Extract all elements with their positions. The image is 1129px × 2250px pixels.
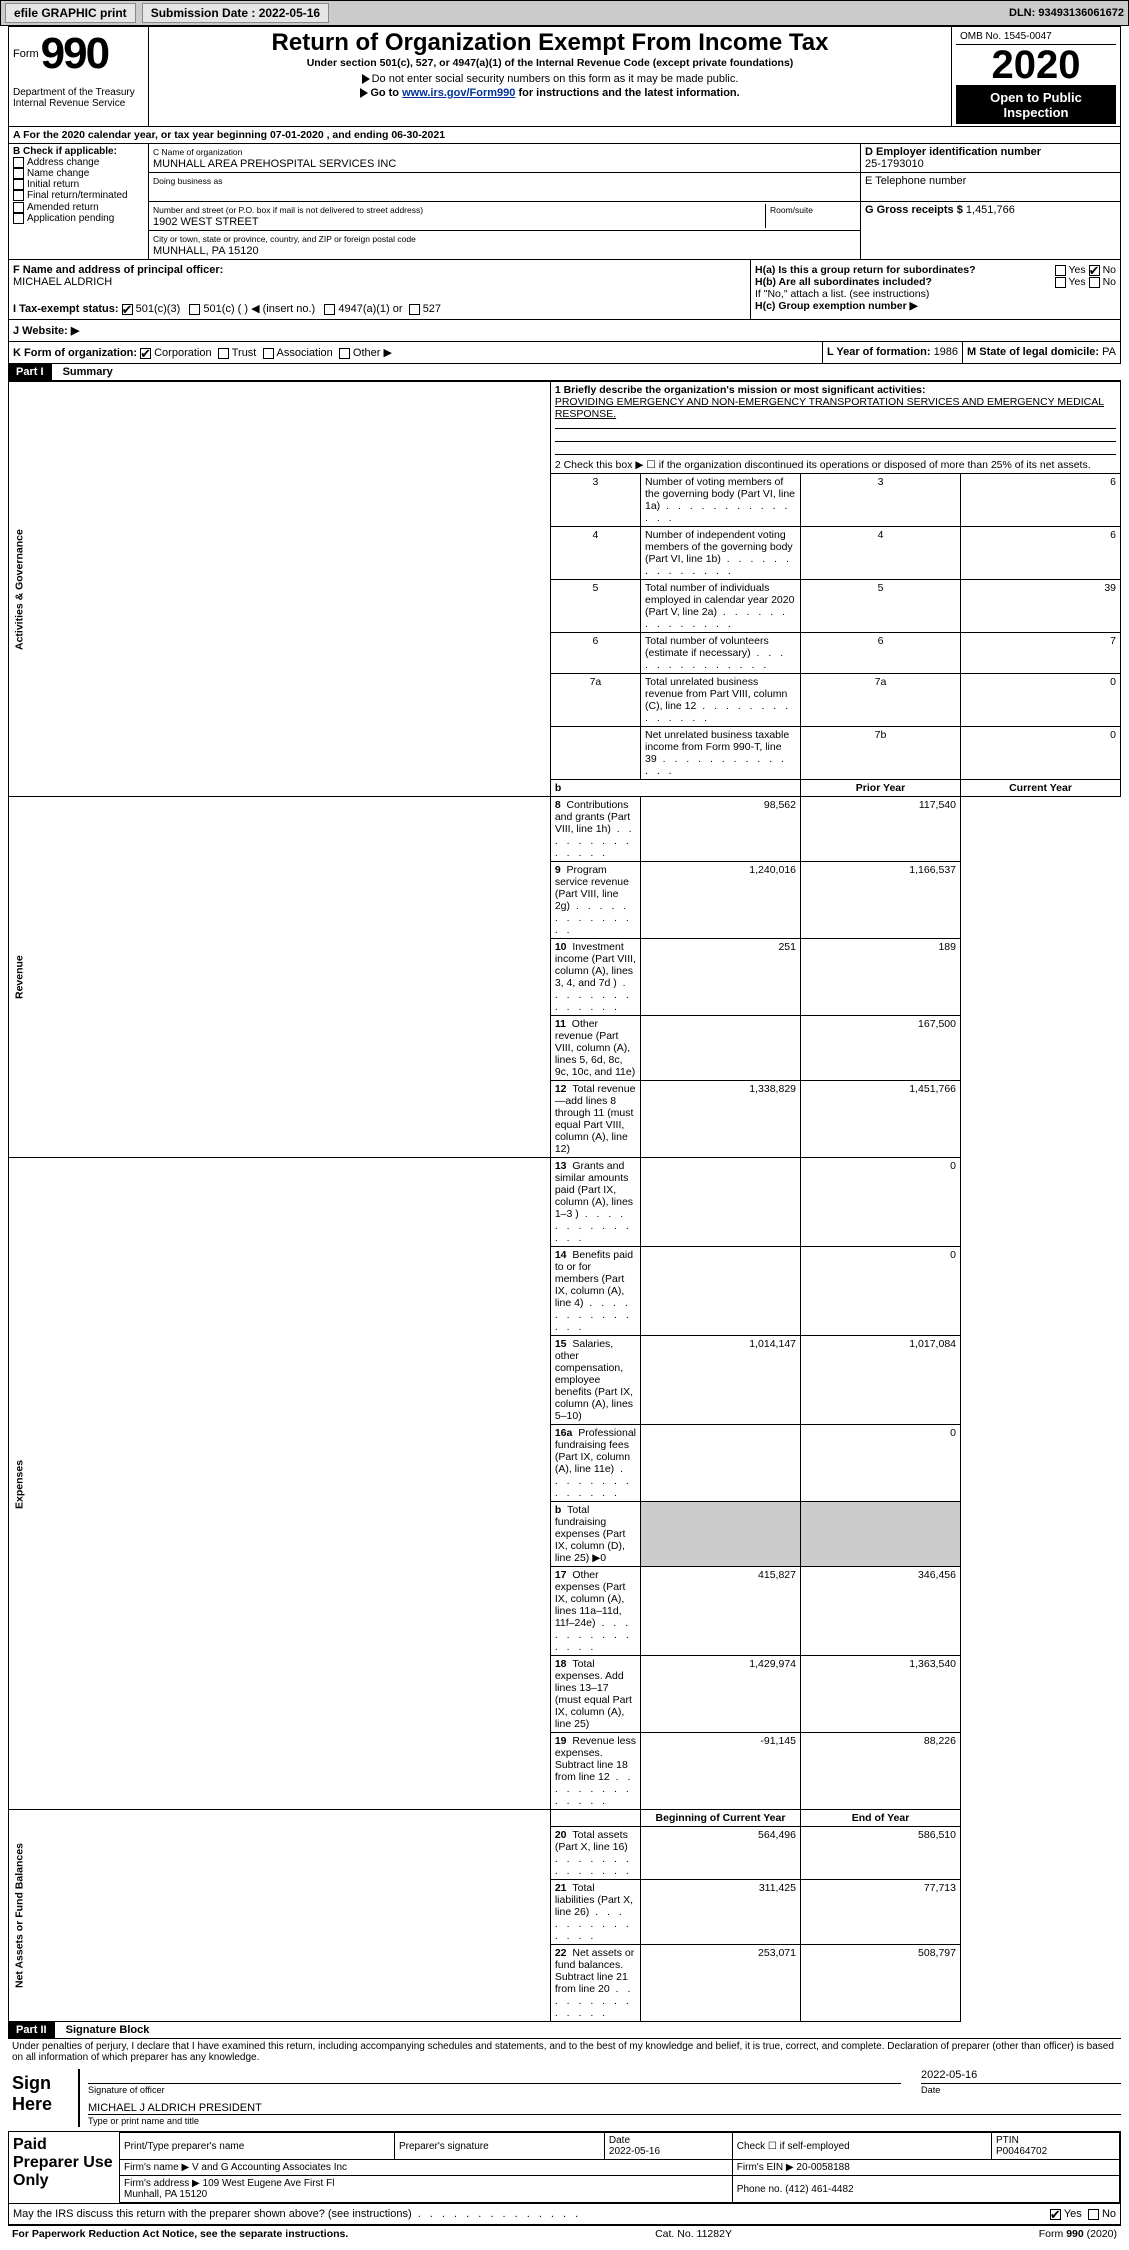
- net-vlabel: Net Assets or Fund Balances: [9, 1810, 551, 2022]
- checkbox-527[interactable]: [409, 304, 420, 315]
- checkbox-hb-yes[interactable]: [1055, 277, 1066, 288]
- gross-receipts: 1,451,766: [966, 204, 1015, 216]
- irs-link[interactable]: www.irs.gov/Form990: [402, 87, 515, 99]
- section-b: B Check if applicable: Address change Na…: [9, 144, 149, 259]
- checkbox-assoc[interactable]: [263, 348, 274, 359]
- summary-table: Activities & Governance 1 Briefly descri…: [8, 381, 1121, 2022]
- tax-year: 2020: [956, 45, 1116, 86]
- checkbox-pending[interactable]: [13, 213, 24, 224]
- dept-label: Department of the Treasury Internal Reve…: [13, 87, 153, 109]
- triangle-icon: [360, 88, 368, 98]
- row-j: J Website: ▶: [8, 320, 1121, 342]
- checkbox-corp[interactable]: [140, 348, 151, 359]
- checkbox-discuss-yes[interactable]: [1050, 2209, 1061, 2220]
- form-subtitle: Under section 501(c), 527, or 4947(a)(1)…: [153, 57, 947, 69]
- open-inspection-label: Open to Public Inspection: [956, 86, 1116, 124]
- form-990-logo: Form 990: [13, 29, 144, 79]
- org-name: MUNHALL AREA PREHOSPITAL SERVICES INC: [153, 158, 396, 170]
- street: 1902 WEST STREET: [153, 216, 259, 228]
- footer: For Paperwork Reduction Act Notice, see …: [8, 2225, 1121, 2242]
- checkbox-4947[interactable]: [324, 304, 335, 315]
- checkbox-ha-yes[interactable]: [1055, 265, 1066, 276]
- triangle-icon: [362, 74, 370, 84]
- checkbox-initial-return[interactable]: [13, 179, 24, 190]
- checkbox-other[interactable]: [339, 348, 350, 359]
- gov-vlabel: Activities & Governance: [9, 382, 551, 797]
- row-k: K Form of organization: Corporation Trus…: [8, 342, 1121, 364]
- dln-label: DLN: 93493136061672: [1009, 7, 1124, 19]
- ein: 25-1793010: [865, 158, 924, 170]
- checkbox-discuss-no[interactable]: [1088, 2209, 1099, 2220]
- declaration: Under penalties of perjury, I declare th…: [8, 2039, 1121, 2065]
- ptin: P00464702: [996, 2146, 1047, 2157]
- rev-vlabel: Revenue: [9, 797, 551, 1158]
- part2-header: Part II Signature Block: [8, 2022, 1121, 2039]
- discuss-row: May the IRS discuss this return with the…: [8, 2204, 1121, 2225]
- checkbox-address-change[interactable]: [13, 157, 24, 168]
- checkbox-ha-no[interactable]: [1089, 265, 1100, 276]
- section-d-to-g: D Employer identification number25-17930…: [860, 144, 1120, 259]
- toolbar: efile GRAPHIC print Submission Date : 20…: [0, 0, 1129, 26]
- officer-typed-name: MICHAEL J ALDRICH PRESIDENT: [88, 2102, 262, 2114]
- checkbox-final-return[interactable]: [13, 190, 24, 201]
- title-block: Return of Organization Exempt From Incom…: [149, 27, 952, 126]
- checkbox-hb-no[interactable]: [1089, 277, 1100, 288]
- checkbox-amended[interactable]: [13, 202, 24, 213]
- part1-header: Part I Summary: [8, 364, 1121, 381]
- firm-name: V and G Accounting Associates Inc: [192, 2162, 347, 2173]
- row-a-taxyear: A For the 2020 calendar year, or tax yea…: [8, 127, 1121, 144]
- section-f-h: F Name and address of principal officer:…: [8, 260, 1121, 320]
- form-title: Return of Organization Exempt From Incom…: [153, 29, 947, 57]
- submission-date-button[interactable]: Submission Date : 2022-05-16: [142, 3, 329, 23]
- section-c: C Name of organization MUNHALL AREA PREH…: [149, 144, 860, 259]
- checkbox-name-change[interactable]: [13, 168, 24, 179]
- right-block: OMB No. 1545-0047 2020 Open to Public In…: [952, 27, 1120, 126]
- checkbox-501c[interactable]: [189, 304, 200, 315]
- mission: PROVIDING EMERGENCY AND NON-EMERGENCY TR…: [555, 396, 1104, 420]
- section-b-to-g: B Check if applicable: Address change Na…: [8, 144, 1121, 260]
- checkbox-trust[interactable]: [218, 348, 229, 359]
- sign-here: Sign Here Signature of officer 2022-05-1…: [8, 2065, 1121, 2131]
- officer-name: MICHAEL ALDRICH: [13, 276, 112, 288]
- city: MUNHALL, PA 15120: [153, 245, 259, 257]
- checkbox-501c3[interactable]: [122, 304, 133, 315]
- form-header: Form 990 Department of the Treasury Inte…: [8, 26, 1121, 127]
- paid-preparer: Paid Preparer Use Only Print/Type prepar…: [8, 2131, 1121, 2204]
- efile-button[interactable]: efile GRAPHIC print: [5, 3, 136, 23]
- exp-vlabel: Expenses: [9, 1158, 551, 1810]
